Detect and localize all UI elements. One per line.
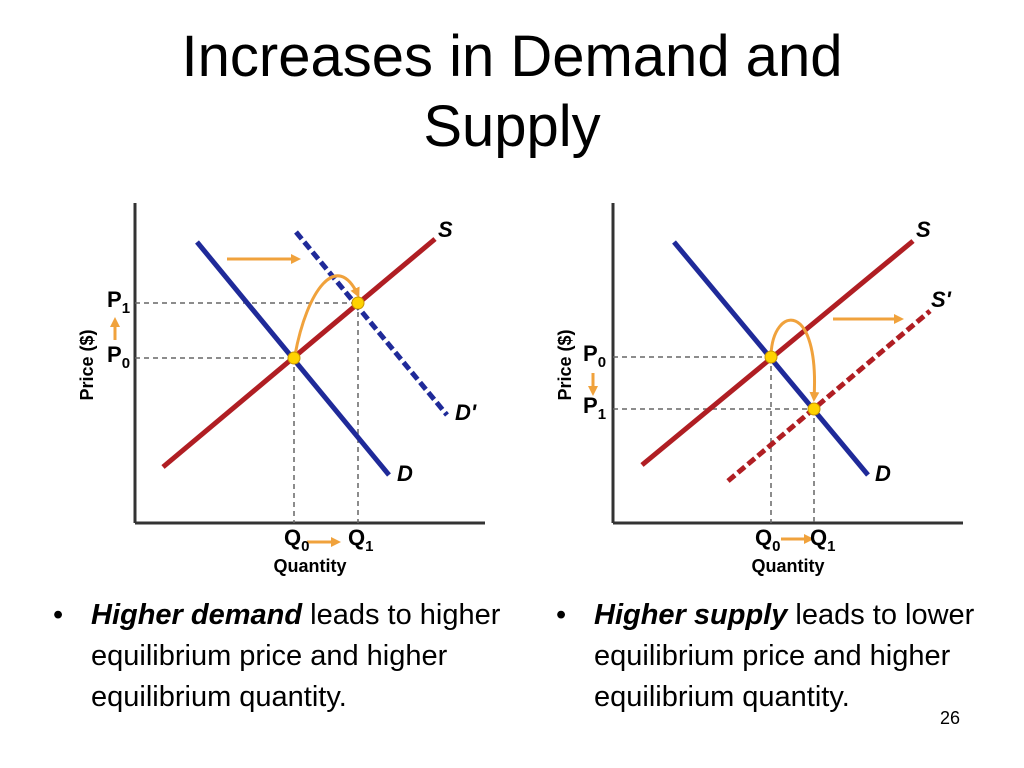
demand-curve-label: D (397, 461, 413, 486)
supply-curve (640, 239, 915, 467)
price-label-p1: P1 (583, 393, 606, 423)
x-axis-title: Quantity (273, 556, 346, 576)
equilibrium-point-initial (764, 350, 778, 364)
quantity-label-q0: Q0 (755, 525, 780, 555)
bullet-rest: leads to higher equilibrium price and hi… (91, 599, 501, 713)
bullet-text: Higher demand leads to higher equilibriu… (91, 595, 521, 718)
bullet-emphasis: Higher demand (91, 599, 303, 631)
equilibrium-point-new (807, 402, 821, 416)
quantity-label-q0: Q0 (284, 525, 309, 555)
equilibrium-point-initial (287, 351, 301, 365)
title-line-2: Supply (423, 94, 601, 159)
shifted-supply-curve (726, 309, 932, 483)
quantity-label-q1: Q1 (348, 525, 373, 555)
shifted-demand-curve-label: D' (455, 400, 477, 425)
price-label-p1: P1 (107, 287, 130, 317)
bullet-emphasis: Higher supply (594, 599, 788, 631)
supply-curve-label: S (916, 217, 931, 242)
supply-increase-diagram: S S' D P0 P1 Q0 Q1 Quantity Price ($) (555, 203, 963, 576)
shifted-supply-curve-label: S' (931, 287, 952, 312)
price-label-p0: P0 (107, 342, 130, 372)
supply-curve-label: S (438, 217, 453, 242)
bullet-text: Higher supply leads to lower equilibrium… (594, 595, 1024, 718)
equilibrium-move-arrow (769, 318, 820, 402)
demand-curve-label: D (875, 461, 891, 486)
equilibrium-move-arrow (293, 274, 360, 356)
title-line-1: Increases in Demand and (181, 24, 843, 89)
bullet-marker: • (53, 599, 64, 631)
demand-increase-diagram: S D D' P1 P0 Q0 Q1 Quantity Price ($) (77, 203, 485, 576)
slide-number: 26 (940, 708, 961, 728)
y-axis-title: Price ($) (77, 329, 97, 400)
slide-title: Increases in Demand and Supply (0, 22, 1024, 162)
bullet-rest: leads to lower equilibrium price and hig… (594, 599, 975, 713)
shifted-demand-curve (294, 230, 449, 417)
supply-curve (161, 237, 437, 469)
bullet-marker: • (556, 599, 567, 631)
price-label-p0: P0 (583, 341, 606, 371)
y-axis-title: Price ($) (555, 329, 575, 400)
equilibrium-point-new (351, 296, 365, 310)
x-axis-title: Quantity (751, 556, 824, 576)
quantity-label-q1: Q1 (810, 525, 835, 555)
